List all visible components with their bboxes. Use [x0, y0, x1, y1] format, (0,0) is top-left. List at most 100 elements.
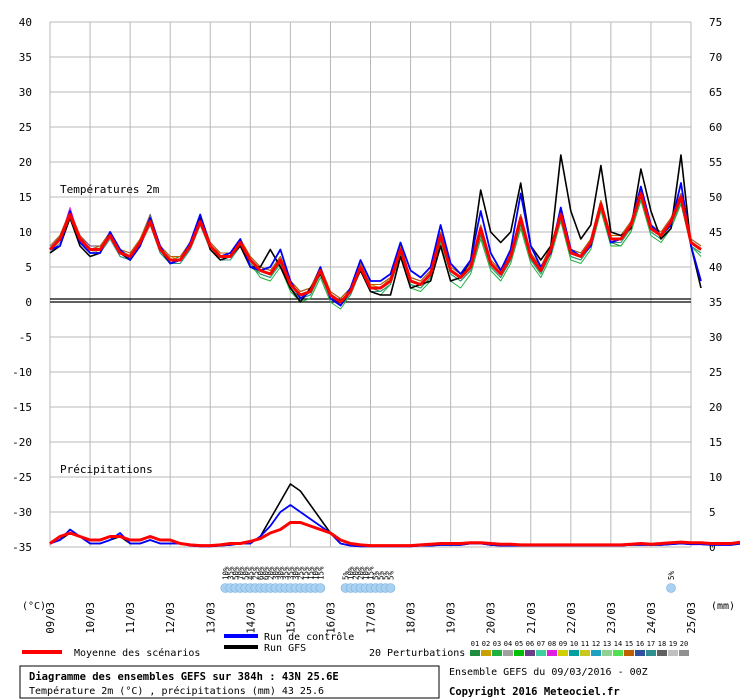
snow-probability-label: 25% — [251, 566, 260, 580]
y-right-tick-label: 20 — [709, 401, 722, 414]
perturbation-swatch — [580, 650, 590, 656]
perturbation-swatch — [547, 650, 557, 656]
snowflake-icon — [666, 583, 676, 593]
perturbation-swatch — [536, 650, 546, 656]
perturbation-id-label: 17 — [647, 640, 655, 648]
x-date-label: 16/03 — [325, 602, 337, 634]
snow-probability-label: 30% — [291, 566, 300, 580]
snow-probability-label: 35% — [286, 566, 295, 580]
snow-probability-label: 5% — [342, 570, 351, 580]
perturbation-id-label: 06 — [526, 640, 534, 648]
y-right-tick-label: 30 — [709, 331, 722, 344]
perturbation-id-label: 09 — [559, 640, 567, 648]
perturbation-id-label: 08 — [548, 640, 556, 648]
title-box — [19, 665, 440, 699]
y-left-tick-label: -35 — [12, 541, 32, 554]
y-right-tick-label: 55 — [709, 156, 722, 169]
x-date-label: 14/03 — [245, 602, 257, 634]
perturbation-id-label: 03 — [493, 640, 501, 648]
y-right-tick-label: 0 — [709, 541, 716, 554]
perturbation-swatch — [591, 650, 601, 656]
snow-probability-label: 15% — [306, 566, 315, 580]
y-right-tick-label: 75 — [709, 16, 722, 29]
snow-probability-label: 5% — [377, 570, 386, 580]
legend-perturbations-label: 20 Perturbations — [369, 648, 465, 659]
y-left-tick-label: -20 — [12, 436, 32, 449]
legend: Moyenne des scénarios Run de contrôle Ru… — [22, 631, 689, 659]
y-left-tick-label: -10 — [12, 366, 32, 379]
y-left-tick-label: 20 — [19, 156, 32, 169]
perturbation-swatch — [558, 650, 568, 656]
x-date-label: 19/03 — [446, 602, 458, 634]
perturbation-id-label: 07 — [537, 640, 545, 648]
perturbation-id-label: 01 — [471, 640, 479, 648]
x-date-label: 13/03 — [205, 602, 217, 634]
y-left-tick-label: 10 — [19, 226, 32, 239]
y-left-tick-label: -15 — [12, 401, 32, 414]
perturbation-swatch — [525, 650, 535, 656]
perturbation-swatch — [635, 650, 645, 656]
y-right-tick-label: 45 — [709, 226, 722, 239]
y-right-tick-label: 60 — [709, 121, 722, 134]
y-left-tick-label: 5 — [25, 261, 32, 274]
x-date-label: 22/03 — [566, 602, 578, 634]
snow-probability-label: 20% — [352, 566, 361, 580]
y-right-tick-label: 10 — [709, 471, 722, 484]
snow-probability-label: 5% — [387, 570, 396, 580]
legend-control-label: Run de contrôle — [264, 631, 354, 643]
perturbation-swatch — [657, 650, 667, 656]
perturbation-swatch — [613, 650, 623, 656]
y-right-tick-label: 50 — [709, 191, 722, 204]
y-right-tick-label: 5 — [709, 506, 716, 519]
x-date-label: 15/03 — [285, 602, 297, 634]
x-date-label: 12/03 — [165, 602, 177, 634]
snow-probability-row: 10%35%50%70%50%45%25%60%60%20%30%30%35%3… — [220, 566, 676, 593]
perturbation-swatch — [481, 650, 491, 656]
run-info: Ensemble GEFS du 09/03/2016 - 00Z — [449, 667, 648, 678]
x-date-label: 25/03 — [686, 602, 698, 634]
perturbation-swatch — [569, 650, 579, 656]
y-axis-left-ticks: 40 35 30 25 20 15 10 5 0 -5 -10 -15 -20 -25 -30 -35 — [12, 16, 32, 554]
snow-probability-label: 60% — [261, 566, 270, 580]
x-axis-date-labels: 09/03 10/03 11/03 12/03 13/03 14/03 15/03 16/03… — [45, 602, 698, 634]
x-date-label: 10/03 — [85, 602, 97, 634]
snow-probability-label: 25% — [296, 566, 305, 580]
x-date-label: 17/03 — [366, 602, 378, 634]
snow-probability-label: 5% — [382, 570, 391, 580]
perturbation-swatch — [679, 650, 689, 656]
x-date-label: 11/03 — [125, 602, 137, 634]
snow-probability-label: 60% — [256, 566, 265, 580]
mean-precip-line — [49, 521, 740, 548]
perturbation-id-label: 04 — [504, 640, 512, 648]
perturbation-swatch — [646, 650, 656, 656]
snow-probability-label: 50% — [231, 566, 240, 580]
perturbation-swatch — [514, 650, 524, 656]
precipitation-label: Précipitations — [60, 463, 153, 476]
snow-probability-label: 15% — [301, 566, 310, 580]
snow-probability-label: 5% — [372, 570, 381, 580]
y-right-tick-label: 40 — [709, 261, 722, 274]
perturbation-temp-line-12 — [49, 189, 702, 299]
perturbation-swatch — [492, 650, 502, 656]
x-date-label: 20/03 — [486, 602, 498, 634]
y-left-tick-label: 25 — [19, 121, 32, 134]
x-date-label: 23/03 — [606, 602, 618, 634]
perturbation-id-label: 15 — [625, 640, 633, 648]
temperature-label: Températures 2m — [60, 183, 160, 196]
perturbation-id-label: 11 — [581, 640, 589, 648]
y-left-tick-label: -5 — [19, 331, 32, 344]
y-left-tick-label: 35 — [19, 51, 32, 64]
perturbation-id-label: 02 — [482, 640, 490, 648]
snow-probability-label: 15% — [367, 566, 376, 580]
snow-probability-label: 35% — [281, 566, 290, 580]
snow-probability-label: 30% — [271, 566, 280, 580]
perturbation-id-label: 12 — [592, 640, 600, 648]
title-line-2: Température 2m (°C) , précipitations (mm… — [29, 685, 324, 697]
copyright: Copyright 2016 Meteociel.fr — [449, 686, 620, 698]
y-left-tick-label: 0 — [25, 296, 32, 309]
x-date-label: 21/03 — [526, 602, 538, 634]
perturbation-id-label: 16 — [636, 640, 644, 648]
main-series — [48, 154, 740, 548]
